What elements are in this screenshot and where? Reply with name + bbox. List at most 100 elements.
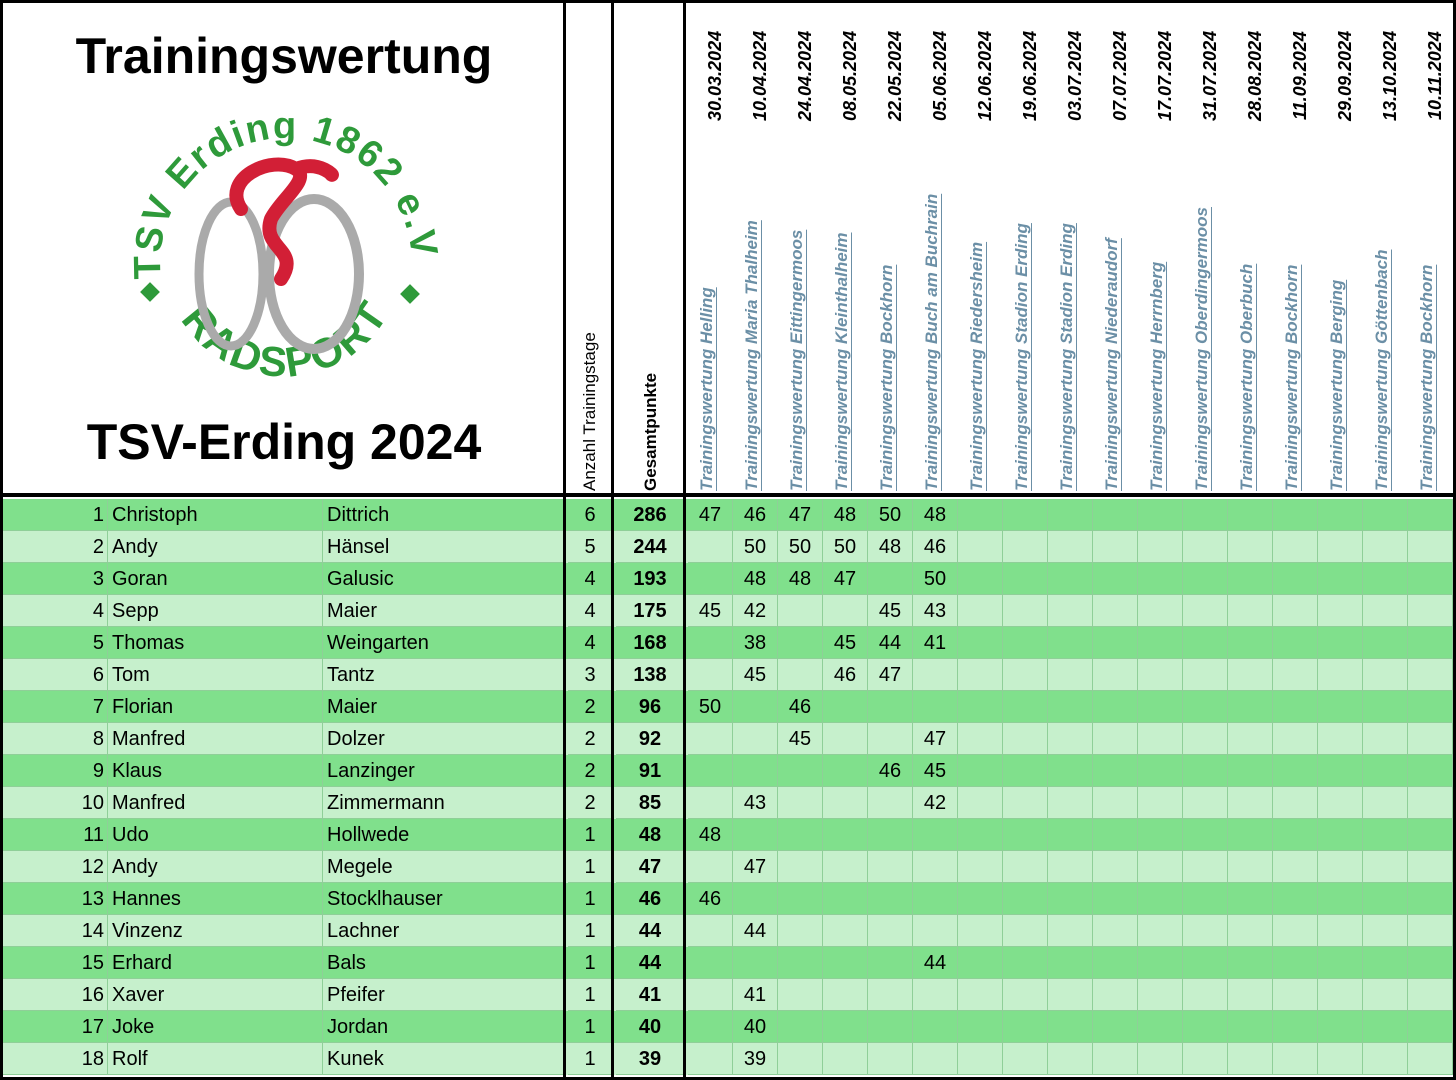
score-cell xyxy=(1228,723,1273,755)
row-band xyxy=(3,595,1453,627)
rank-cell: 1 xyxy=(3,499,108,531)
score-cell xyxy=(1048,691,1093,723)
score-cell xyxy=(1093,531,1138,563)
score-cell: 39 xyxy=(733,1043,778,1075)
score-cell xyxy=(733,947,778,979)
rank-cell: 8 xyxy=(3,723,108,755)
score-cell xyxy=(778,595,823,627)
first-cell: Rolf xyxy=(108,1043,323,1075)
score-cell xyxy=(1228,499,1273,531)
score-cell xyxy=(1408,979,1453,1011)
score-cell xyxy=(1183,499,1228,531)
score-cell xyxy=(1183,1011,1228,1043)
score-cell xyxy=(1363,851,1408,883)
score-cell xyxy=(958,531,1003,563)
total-cell: 175 xyxy=(616,595,685,627)
score-cell xyxy=(688,627,733,659)
count-cell: 4 xyxy=(568,563,613,595)
score-cell xyxy=(958,883,1003,915)
score-cell xyxy=(1093,947,1138,979)
score-cell xyxy=(778,1043,823,1075)
score-cell xyxy=(1138,659,1183,691)
score-cell xyxy=(1363,755,1408,787)
score-cell xyxy=(1363,531,1408,563)
score-cell: 47 xyxy=(823,563,868,595)
row-band xyxy=(3,883,1453,915)
count-cell: 3 xyxy=(568,659,613,691)
score-cell: 50 xyxy=(823,531,868,563)
score-cell xyxy=(823,947,868,979)
score-cell: 48 xyxy=(868,531,913,563)
last-cell: Jordan xyxy=(323,1011,565,1043)
score-cell xyxy=(778,1011,823,1043)
score-cell xyxy=(778,851,823,883)
score-cell xyxy=(1273,819,1318,851)
score-cell xyxy=(1048,947,1093,979)
score-cell xyxy=(1138,915,1183,947)
score-cell xyxy=(868,723,913,755)
score-cell xyxy=(1318,659,1363,691)
score-cell xyxy=(1363,979,1408,1011)
score-cell: 44 xyxy=(733,915,778,947)
score-cell xyxy=(1228,595,1273,627)
score-cell xyxy=(1003,787,1048,819)
event-date: 30.03.2024 xyxy=(705,31,725,122)
last-cell: Weingarten xyxy=(323,627,565,659)
count-cell: 6 xyxy=(568,499,613,531)
event-date: 03.07.2024 xyxy=(1065,31,1085,122)
score-cell xyxy=(958,947,1003,979)
score-cell xyxy=(1408,819,1453,851)
score-cell: 45 xyxy=(868,595,913,627)
score-cell xyxy=(1318,1011,1363,1043)
score-cell xyxy=(1408,595,1453,627)
score-cell xyxy=(1138,531,1183,563)
total-cell: 44 xyxy=(616,947,685,979)
score-cell xyxy=(1273,723,1318,755)
last-cell: Galusic xyxy=(323,563,565,595)
score-cell xyxy=(1003,915,1048,947)
rank-cell: 5 xyxy=(3,627,108,659)
row-band xyxy=(3,1011,1453,1043)
total-cell: 85 xyxy=(616,787,685,819)
logo: TSV Erding 1862 e.V. RADSPORT xyxy=(121,99,441,386)
score-cell: 48 xyxy=(733,563,778,595)
score-cell xyxy=(1408,627,1453,659)
score-cell: 50 xyxy=(778,531,823,563)
score-cell xyxy=(958,659,1003,691)
score-cell xyxy=(1093,787,1138,819)
score-cell xyxy=(688,755,733,787)
rank-cell: 14 xyxy=(3,915,108,947)
score-cell xyxy=(1228,627,1273,659)
first-cell: Goran xyxy=(108,563,323,595)
score-cell xyxy=(1048,627,1093,659)
first-cell: Manfred xyxy=(108,723,323,755)
rank-cell: 12 xyxy=(3,851,108,883)
score-cell xyxy=(1093,691,1138,723)
score-cell xyxy=(1138,499,1183,531)
score-cell xyxy=(1408,915,1453,947)
score-cell xyxy=(1228,691,1273,723)
last-cell: Lachner xyxy=(323,915,565,947)
score-cell xyxy=(958,755,1003,787)
score-cell xyxy=(958,723,1003,755)
score-cell xyxy=(868,1011,913,1043)
score-cell xyxy=(823,787,868,819)
score-cell xyxy=(823,1043,868,1075)
score-cell xyxy=(823,915,868,947)
score-cell xyxy=(1093,499,1138,531)
score-cell: 50 xyxy=(913,563,958,595)
score-cell xyxy=(1363,659,1408,691)
score-cell: 45 xyxy=(913,755,958,787)
score-cell xyxy=(1183,819,1228,851)
rank-cell: 7 xyxy=(3,691,108,723)
last-cell: Dittrich xyxy=(323,499,565,531)
score-cell xyxy=(1048,915,1093,947)
score-cell xyxy=(688,947,733,979)
score-cell xyxy=(733,691,778,723)
row-band xyxy=(3,723,1453,755)
score-cell xyxy=(1003,563,1048,595)
total-cell: 138 xyxy=(616,659,685,691)
row-band xyxy=(3,563,1453,595)
score-cell xyxy=(1093,723,1138,755)
